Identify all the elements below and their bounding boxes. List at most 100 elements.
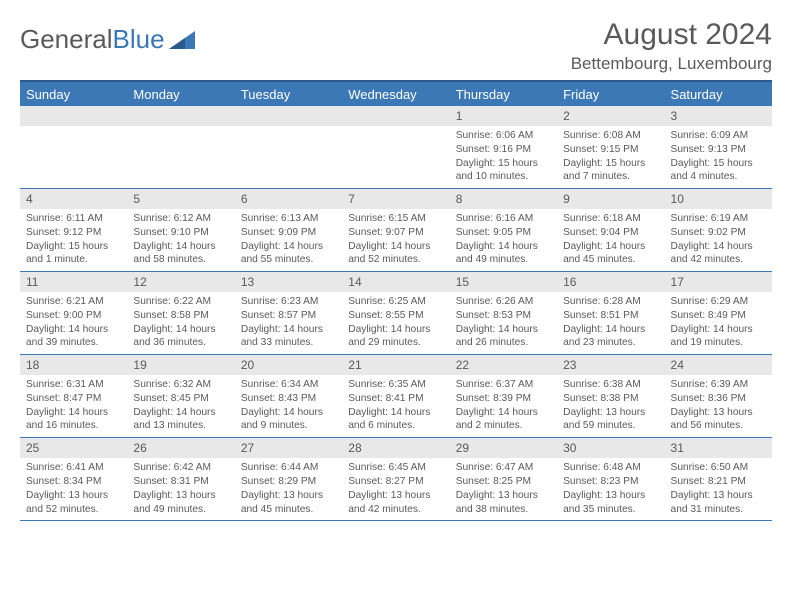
sunrise-text: Sunrise: 6:32 AM [133, 378, 228, 392]
calendar-day: 12Sunrise: 6:22 AMSunset: 8:58 PMDayligh… [127, 272, 234, 354]
calendar-day: 7Sunrise: 6:15 AMSunset: 9:07 PMDaylight… [342, 189, 449, 271]
day-number: 7 [342, 189, 449, 209]
day-body: Sunrise: 6:29 AMSunset: 8:49 PMDaylight:… [665, 294, 772, 354]
calendar-week: 18Sunrise: 6:31 AMSunset: 8:47 PMDayligh… [20, 355, 772, 438]
day-number [342, 106, 449, 126]
day-number [20, 106, 127, 126]
day-number: 16 [557, 272, 664, 292]
calendar-day: 30Sunrise: 6:48 AMSunset: 8:23 PMDayligh… [557, 438, 664, 520]
day-body [342, 128, 449, 133]
month-title: August 2024 [571, 18, 772, 52]
calendar-week: 4Sunrise: 6:11 AMSunset: 9:12 PMDaylight… [20, 189, 772, 272]
calendar-day: 26Sunrise: 6:42 AMSunset: 8:31 PMDayligh… [127, 438, 234, 520]
day-body: Sunrise: 6:06 AMSunset: 9:16 PMDaylight:… [450, 128, 557, 188]
calendar-day: 14Sunrise: 6:25 AMSunset: 8:55 PMDayligh… [342, 272, 449, 354]
day-body: Sunrise: 6:28 AMSunset: 8:51 PMDaylight:… [557, 294, 664, 354]
sunrise-text: Sunrise: 6:08 AM [563, 129, 658, 143]
day-number: 8 [450, 189, 557, 209]
sunset-text: Sunset: 8:57 PM [241, 309, 336, 323]
daylight-text: Daylight: 13 hours and 49 minutes. [133, 489, 228, 517]
sunset-text: Sunset: 8:41 PM [348, 392, 443, 406]
sunset-text: Sunset: 9:10 PM [133, 226, 228, 240]
day-number: 26 [127, 438, 234, 458]
day-body: Sunrise: 6:12 AMSunset: 9:10 PMDaylight:… [127, 211, 234, 271]
day-number: 15 [450, 272, 557, 292]
day-number: 21 [342, 355, 449, 375]
sunset-text: Sunset: 8:34 PM [26, 475, 121, 489]
daylight-text: Daylight: 13 hours and 31 minutes. [671, 489, 766, 517]
daylight-text: Daylight: 14 hours and 29 minutes. [348, 323, 443, 351]
calendar-day: 29 Sunrise: 6:47 AMSunset: 8:25 PMDayligh… [450, 438, 557, 520]
calendar-day: 16Sunrise: 6:28 AMSunset: 8:51 PMDayligh… [557, 272, 664, 354]
day-number: 28 [342, 438, 449, 458]
day-number: 20 [235, 355, 342, 375]
day-number: 27 [235, 438, 342, 458]
sunset-text: Sunset: 8:36 PM [671, 392, 766, 406]
calendar-day [127, 106, 234, 188]
sunset-text: Sunset: 9:02 PM [671, 226, 766, 240]
daylight-text: Daylight: 13 hours and 35 minutes. [563, 489, 658, 517]
sunset-text: Sunset: 8:53 PM [456, 309, 551, 323]
calendar-day: 5Sunrise: 6:12 AMSunset: 9:10 PMDaylight… [127, 189, 234, 271]
day-number: 24 [665, 355, 772, 375]
weekday-header: Sunday [20, 82, 127, 106]
day-number: 18 [20, 355, 127, 375]
calendar-day: 8Sunrise: 6:16 AMSunset: 9:05 PMDaylight… [450, 189, 557, 271]
day-body: Sunrise: 6:13 AMSunset: 9:09 PMDaylight:… [235, 211, 342, 271]
daylight-text: Daylight: 14 hours and 39 minutes. [26, 323, 121, 351]
calendar-day: 2Sunrise: 6:08 AMSunset: 9:15 PMDaylight… [557, 106, 664, 188]
day-body: Sunrise: 6:26 AMSunset: 8:53 PMDaylight:… [450, 294, 557, 354]
day-number: 10 [665, 189, 772, 209]
day-body: Sunrise: 6:44 AMSunset: 8:29 PMDaylight:… [235, 460, 342, 520]
sunset-text: Sunset: 8:27 PM [348, 475, 443, 489]
calendar-day: 6Sunrise: 6:13 AMSunset: 9:09 PMDaylight… [235, 189, 342, 271]
calendar-day: 31Sunrise: 6:50 AMSunset: 8:21 PMDayligh… [665, 438, 772, 520]
day-number: 11 [20, 272, 127, 292]
daylight-text: Daylight: 13 hours and 38 minutes. [456, 489, 551, 517]
logo-triangle-icon [169, 31, 195, 49]
calendar-day [20, 106, 127, 188]
daylight-text: Daylight: 13 hours and 42 minutes. [348, 489, 443, 517]
calendar-day: 9Sunrise: 6:18 AMSunset: 9:04 PMDaylight… [557, 189, 664, 271]
daylight-text: Daylight: 14 hours and 23 minutes. [563, 323, 658, 351]
daylight-text: Daylight: 14 hours and 52 minutes. [348, 240, 443, 268]
day-number: 23 [557, 355, 664, 375]
daylight-text: Daylight: 15 hours and 7 minutes. [563, 157, 658, 185]
sunrise-text: Sunrise: 6:35 AM [348, 378, 443, 392]
sunset-text: Sunset: 8:43 PM [241, 392, 336, 406]
daylight-text: Daylight: 15 hours and 1 minute. [26, 240, 121, 268]
calendar-day: 25Sunrise: 6:41 AMSunset: 8:34 PMDayligh… [20, 438, 127, 520]
sunset-text: Sunset: 9:07 PM [348, 226, 443, 240]
calendar-day: 22Sunrise: 6:37 AMSunset: 8:39 PMDayligh… [450, 355, 557, 437]
day-number: 29 [450, 438, 557, 458]
sunset-text: Sunset: 8:23 PM [563, 475, 658, 489]
sunset-text: Sunset: 8:25 PM [456, 475, 551, 489]
daylight-text: Daylight: 14 hours and 58 minutes. [133, 240, 228, 268]
sunrise-text: Sunrise: 6:29 AM [671, 295, 766, 309]
calendar-week: 25Sunrise: 6:41 AMSunset: 8:34 PMDayligh… [20, 438, 772, 521]
calendar-day: 17Sunrise: 6:29 AMSunset: 8:49 PMDayligh… [665, 272, 772, 354]
sunrise-text: Sunrise: 6:31 AM [26, 378, 121, 392]
calendar-day: 3Sunrise: 6:09 AMSunset: 9:13 PMDaylight… [665, 106, 772, 188]
day-body: Sunrise: 6:11 AMSunset: 9:12 PMDaylight:… [20, 211, 127, 271]
daylight-text: Daylight: 14 hours and 33 minutes. [241, 323, 336, 351]
calendar-day: 15Sunrise: 6:26 AMSunset: 8:53 PMDayligh… [450, 272, 557, 354]
sunset-text: Sunset: 9:04 PM [563, 226, 658, 240]
day-number: 4 [20, 189, 127, 209]
sunrise-text: Sunrise: 6:39 AM [671, 378, 766, 392]
day-number: 5 [127, 189, 234, 209]
daylight-text: Daylight: 14 hours and 36 minutes. [133, 323, 228, 351]
day-body: Sunrise: 6:23 AMSunset: 8:57 PMDaylight:… [235, 294, 342, 354]
sunrise-text: Sunrise: 6:47 AM [456, 461, 551, 475]
calendar-day: 10Sunrise: 6:19 AMSunset: 9:02 PMDayligh… [665, 189, 772, 271]
sunset-text: Sunset: 8:55 PM [348, 309, 443, 323]
day-number: 17 [665, 272, 772, 292]
calendar-day: 21Sunrise: 6:35 AMSunset: 8:41 PMDayligh… [342, 355, 449, 437]
day-body: Sunrise: 6:45 AMSunset: 8:27 PMDaylight:… [342, 460, 449, 520]
logo: GeneralBlue [20, 24, 195, 55]
daylight-text: Daylight: 15 hours and 4 minutes. [671, 157, 766, 185]
daylight-text: Daylight: 14 hours and 55 minutes. [241, 240, 336, 268]
day-number: 30 [557, 438, 664, 458]
daylight-text: Daylight: 14 hours and 45 minutes. [563, 240, 658, 268]
day-body: Sunrise: 6:41 AMSunset: 8:34 PMDaylight:… [20, 460, 127, 520]
